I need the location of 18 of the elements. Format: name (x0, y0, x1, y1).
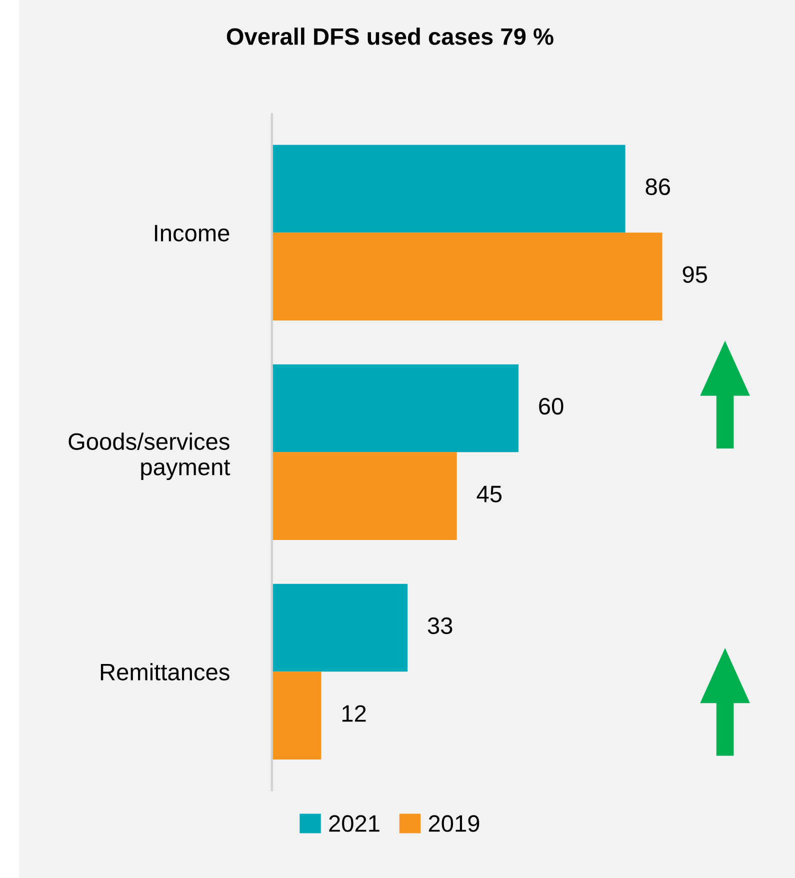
bar (272, 144, 626, 233)
bar (272, 364, 518, 452)
y-tick-label: Goods/services payment (68, 432, 230, 480)
y-tick-label: Income (154, 224, 230, 242)
data-label: 86 (646, 178, 670, 196)
bar (272, 672, 322, 760)
y-tick-label: Remittances (100, 663, 230, 680)
data-label: 45 (476, 486, 502, 502)
data-label: 12 (342, 705, 366, 722)
bar (272, 232, 662, 320)
bar (272, 584, 408, 672)
chart-title: Overall DFS used cases 79 % (226, 28, 554, 45)
legend-label: 2021 (329, 815, 380, 832)
bar (272, 452, 457, 540)
data-label: 33 (428, 617, 452, 634)
data-label: 60 (539, 398, 564, 415)
legend-label: 2019 (428, 815, 480, 832)
data-label: 95 (682, 266, 708, 283)
